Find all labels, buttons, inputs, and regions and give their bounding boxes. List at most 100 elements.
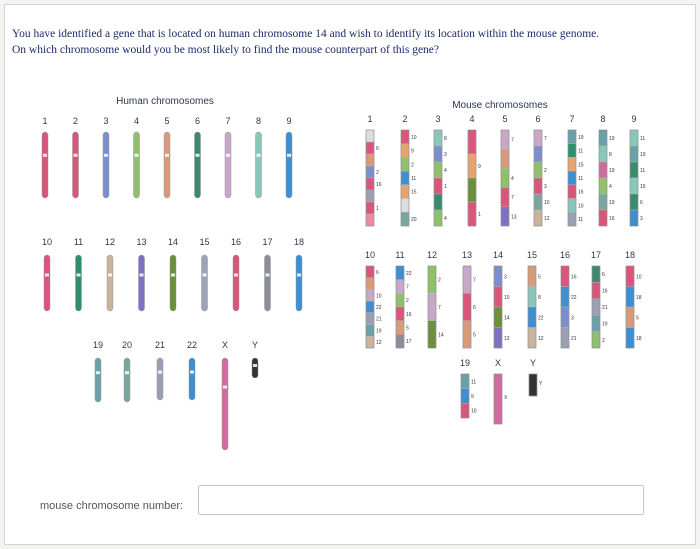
mouse-chromosome-label-6: 6 xyxy=(535,114,540,124)
mouse-16-segment xyxy=(560,327,570,349)
mouse-chromosome-label-17: 17 xyxy=(591,250,601,260)
mouse-8-segment xyxy=(598,209,608,227)
mouse-segment-label: 7 xyxy=(511,195,514,201)
mouse-segment-label: 22 xyxy=(376,305,382,311)
human-chromosome-label-19: 19 xyxy=(93,340,103,350)
human-chromosome-label-9: 9 xyxy=(286,116,291,126)
mouse-segment-label: 3 xyxy=(571,315,574,321)
mouse-18-segment xyxy=(625,265,635,287)
human-chromosome-12 xyxy=(106,254,114,312)
mouse-5-segment xyxy=(500,149,510,169)
mouse-chromosomes-title: Mouse chromosomes xyxy=(452,100,548,111)
mouse-10-segment xyxy=(365,324,375,337)
question-line-2: On which chromosome would you be most li… xyxy=(12,44,440,56)
mouse-segment-label: 11 xyxy=(471,379,476,385)
mouse-11-segment xyxy=(395,293,405,308)
human-chromosome-label-X: X xyxy=(222,340,228,350)
mouse-2-segment xyxy=(400,170,410,186)
human-chromosome-label-4: 4 xyxy=(134,116,139,126)
human-chromosome-label-12: 12 xyxy=(105,237,115,247)
mouse-8-segment xyxy=(598,177,608,195)
mouse-19-segment xyxy=(460,373,470,389)
mouse-segment-label: 4 xyxy=(511,176,514,182)
mouse-segment-label: 2 xyxy=(406,298,409,304)
mouse-17-segment xyxy=(591,298,601,316)
mouse-segment-label: 4 xyxy=(609,184,612,190)
human-chromosome-label-2: 2 xyxy=(73,116,78,126)
mouse-segment-label: 7 xyxy=(438,305,441,311)
mouse-chromosome-label-13: 13 xyxy=(462,250,472,260)
mouse-18-segment xyxy=(625,306,635,328)
mouse-chromosome-13: 7 6 5 xyxy=(462,265,476,349)
human-chromosome-15 xyxy=(201,254,208,312)
mouse-chromosome-label-15: 15 xyxy=(527,250,537,260)
mouse-6-segment xyxy=(533,161,543,179)
mouse-segment-label: Y xyxy=(539,381,543,387)
mouse-segment-label: 11 xyxy=(640,168,645,174)
mouse-7-segment xyxy=(567,157,577,172)
mouse-14-segment xyxy=(493,327,503,349)
mouse-segment-label: 11 xyxy=(578,176,583,182)
mouse-segment-label: 16 xyxy=(578,190,584,196)
mouse-segment-label: 1 xyxy=(376,206,379,212)
mouse-chromosome-11: 22 7 2 16 5 17 xyxy=(395,265,412,349)
mouse-segment-label: 6 xyxy=(640,200,643,206)
mouse-8-segment xyxy=(598,129,608,147)
mouse-3-segment xyxy=(433,129,443,147)
mouse-7-segment xyxy=(567,170,577,186)
mouse-segment-label: 15 xyxy=(411,190,417,196)
mouse-segment-label: 2 xyxy=(411,162,414,168)
mouse-segment-label: 7 xyxy=(544,136,547,142)
mouse-1-segment xyxy=(365,213,375,227)
mouse-chromosome-15: 5 8 22 12 xyxy=(527,265,544,349)
mouse-2-segment xyxy=(400,212,410,227)
mouse-9-segment xyxy=(629,161,639,179)
mouse-segment-label: 10 xyxy=(504,295,510,301)
mouse-segment-label: 19 xyxy=(602,321,608,327)
mouse-segment-label: 11 xyxy=(640,136,645,142)
mouse-11-segment xyxy=(395,306,405,321)
mouse-2-segment xyxy=(400,198,410,213)
mouse-segment-label: 7 xyxy=(473,278,476,284)
human-chromosome-8 xyxy=(255,131,262,199)
mouse-segment-label: 3 xyxy=(544,184,547,190)
mouse-segment-label: 21 xyxy=(602,305,608,311)
human-chromosome-22 xyxy=(188,357,196,401)
mouse-X-segment xyxy=(493,373,503,425)
human-row-3: 19 20 21 22 X Y xyxy=(93,340,259,450)
mouse-segment-label: 15 xyxy=(578,162,584,168)
mouse-Y-segment xyxy=(528,373,538,397)
human-chromosome-label-Y: Y xyxy=(252,340,258,350)
mouse-segment-label: 10 xyxy=(544,200,550,206)
mouse-chromosome-18: 10 18 5 18 xyxy=(625,265,642,349)
mouse-segment-label: 9 xyxy=(478,164,481,170)
human-chromosome-20 xyxy=(123,357,131,403)
mouse-segment-label: 10 xyxy=(636,274,642,280)
mouse-chromosome-label-10: 10 xyxy=(365,250,375,260)
human-chromosome-3 xyxy=(102,131,110,199)
mouse-segment-label: 19 xyxy=(640,152,646,158)
mouse-6-segment xyxy=(533,209,543,227)
mouse-chromosome-2: 10 9 2 11 15 20 xyxy=(400,129,417,227)
mouse-chromosome-9: 11 19 11 15 6 3 xyxy=(629,129,646,227)
mouse-4-segment xyxy=(467,129,477,155)
human-chromosome-5 xyxy=(163,131,171,199)
mouse-chromosome-label-2: 2 xyxy=(402,114,407,124)
human-chromosome-10 xyxy=(43,254,51,312)
mouse-1-segment xyxy=(365,165,375,179)
mouse-17-segment xyxy=(591,314,601,332)
mouse-chromosome-number-input[interactable] xyxy=(198,485,644,515)
mouse-segment-label: 10 xyxy=(376,293,382,299)
mouse-segment-label: 5 xyxy=(538,274,541,280)
mouse-10-segment xyxy=(365,300,375,314)
mouse-segment-label: 3 xyxy=(504,274,507,280)
mouse-segment-label: 2 xyxy=(438,278,441,284)
mouse-segment-label: 10 xyxy=(471,409,477,415)
mouse-segment-label: 6 xyxy=(602,272,605,278)
mouse-3-segment xyxy=(433,177,443,195)
mouse-chromosome-label-14: 14 xyxy=(493,250,503,260)
mouse-segment-label: 13 xyxy=(504,336,510,342)
mouse-12-segment xyxy=(427,293,437,321)
human-chromosome-label-13: 13 xyxy=(136,237,146,247)
mouse-chromosome-8: 19 8 19 4 19 16 xyxy=(598,129,615,227)
